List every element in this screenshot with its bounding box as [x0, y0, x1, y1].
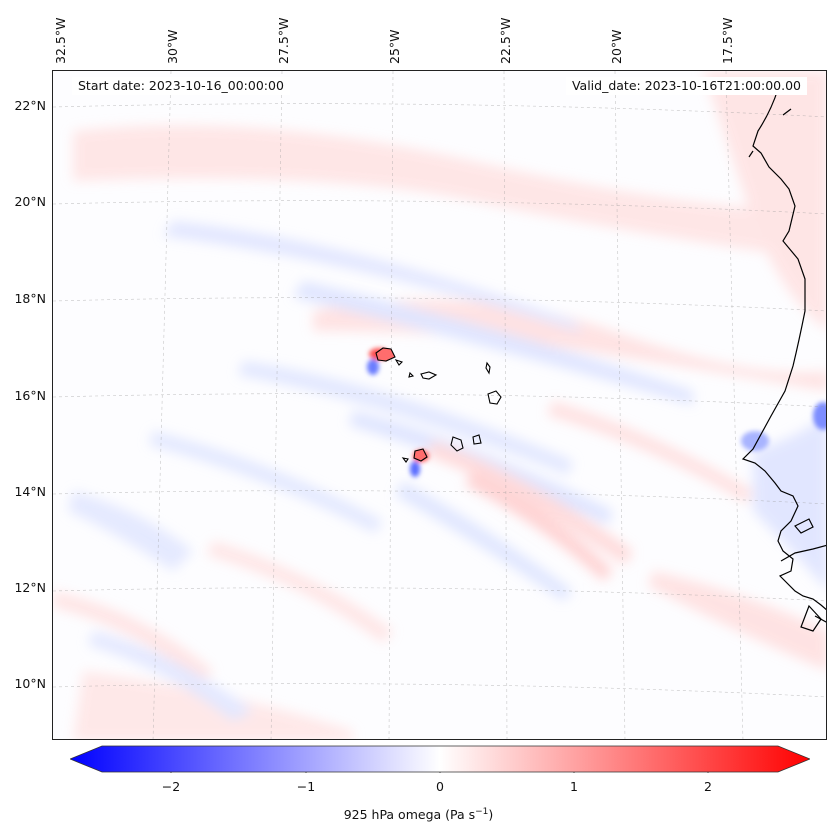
lat-label-10n: 10°N: [14, 676, 46, 691]
omega-shading: [53, 71, 826, 739]
lon-label-22-5w: 22.5°W: [498, 17, 513, 64]
lon-label-25w: 25°W: [387, 29, 402, 64]
lon-label-27-5w: 27.5°W: [276, 17, 291, 64]
colorbar-tick-minus2: −2: [161, 779, 181, 794]
colorbar: [68, 745, 812, 776]
start-date-label: Start date: 2023-10-16_00:00:00: [72, 77, 290, 95]
lon-label-30w: 30°W: [165, 29, 180, 64]
colorbar-tick-minus1: −1: [296, 779, 316, 794]
map-panel: [52, 70, 827, 740]
colorbar-tick-1: 1: [570, 779, 578, 794]
colorbar-tick-0: 0: [436, 779, 444, 794]
colorbar-label: 925 hPa omega (Pa s−1): [0, 807, 837, 822]
islands: [375, 347, 502, 463]
colorbar-tick-2: 2: [704, 779, 712, 794]
colorbar-label-text: 925 hPa omega (Pa s: [343, 807, 476, 823]
lat-label-22n: 22°N: [14, 98, 46, 113]
colorbar-label-close: ): [488, 807, 494, 823]
lat-label-12n: 12°N: [14, 580, 46, 595]
lat-label-20n: 20°N: [14, 194, 46, 209]
colorbar-svg: [68, 745, 812, 776]
gridlines: [53, 71, 826, 739]
lat-label-18n: 18°N: [14, 291, 46, 306]
valid-date-label: Valid_date: 2023-10-16T21:00:00.00: [565, 77, 807, 95]
lon-label-20w: 20°W: [609, 29, 624, 64]
omega-field-map: [53, 71, 826, 739]
lat-label-16n: 16°N: [14, 388, 46, 403]
lon-label-32-5w: 32.5°W: [53, 17, 68, 64]
colorbar-label-sup: −1: [475, 807, 489, 817]
lat-label-14n: 14°N: [14, 484, 46, 499]
coastlines: [741, 88, 826, 632]
lon-label-17-5w: 17.5°W: [720, 17, 735, 64]
